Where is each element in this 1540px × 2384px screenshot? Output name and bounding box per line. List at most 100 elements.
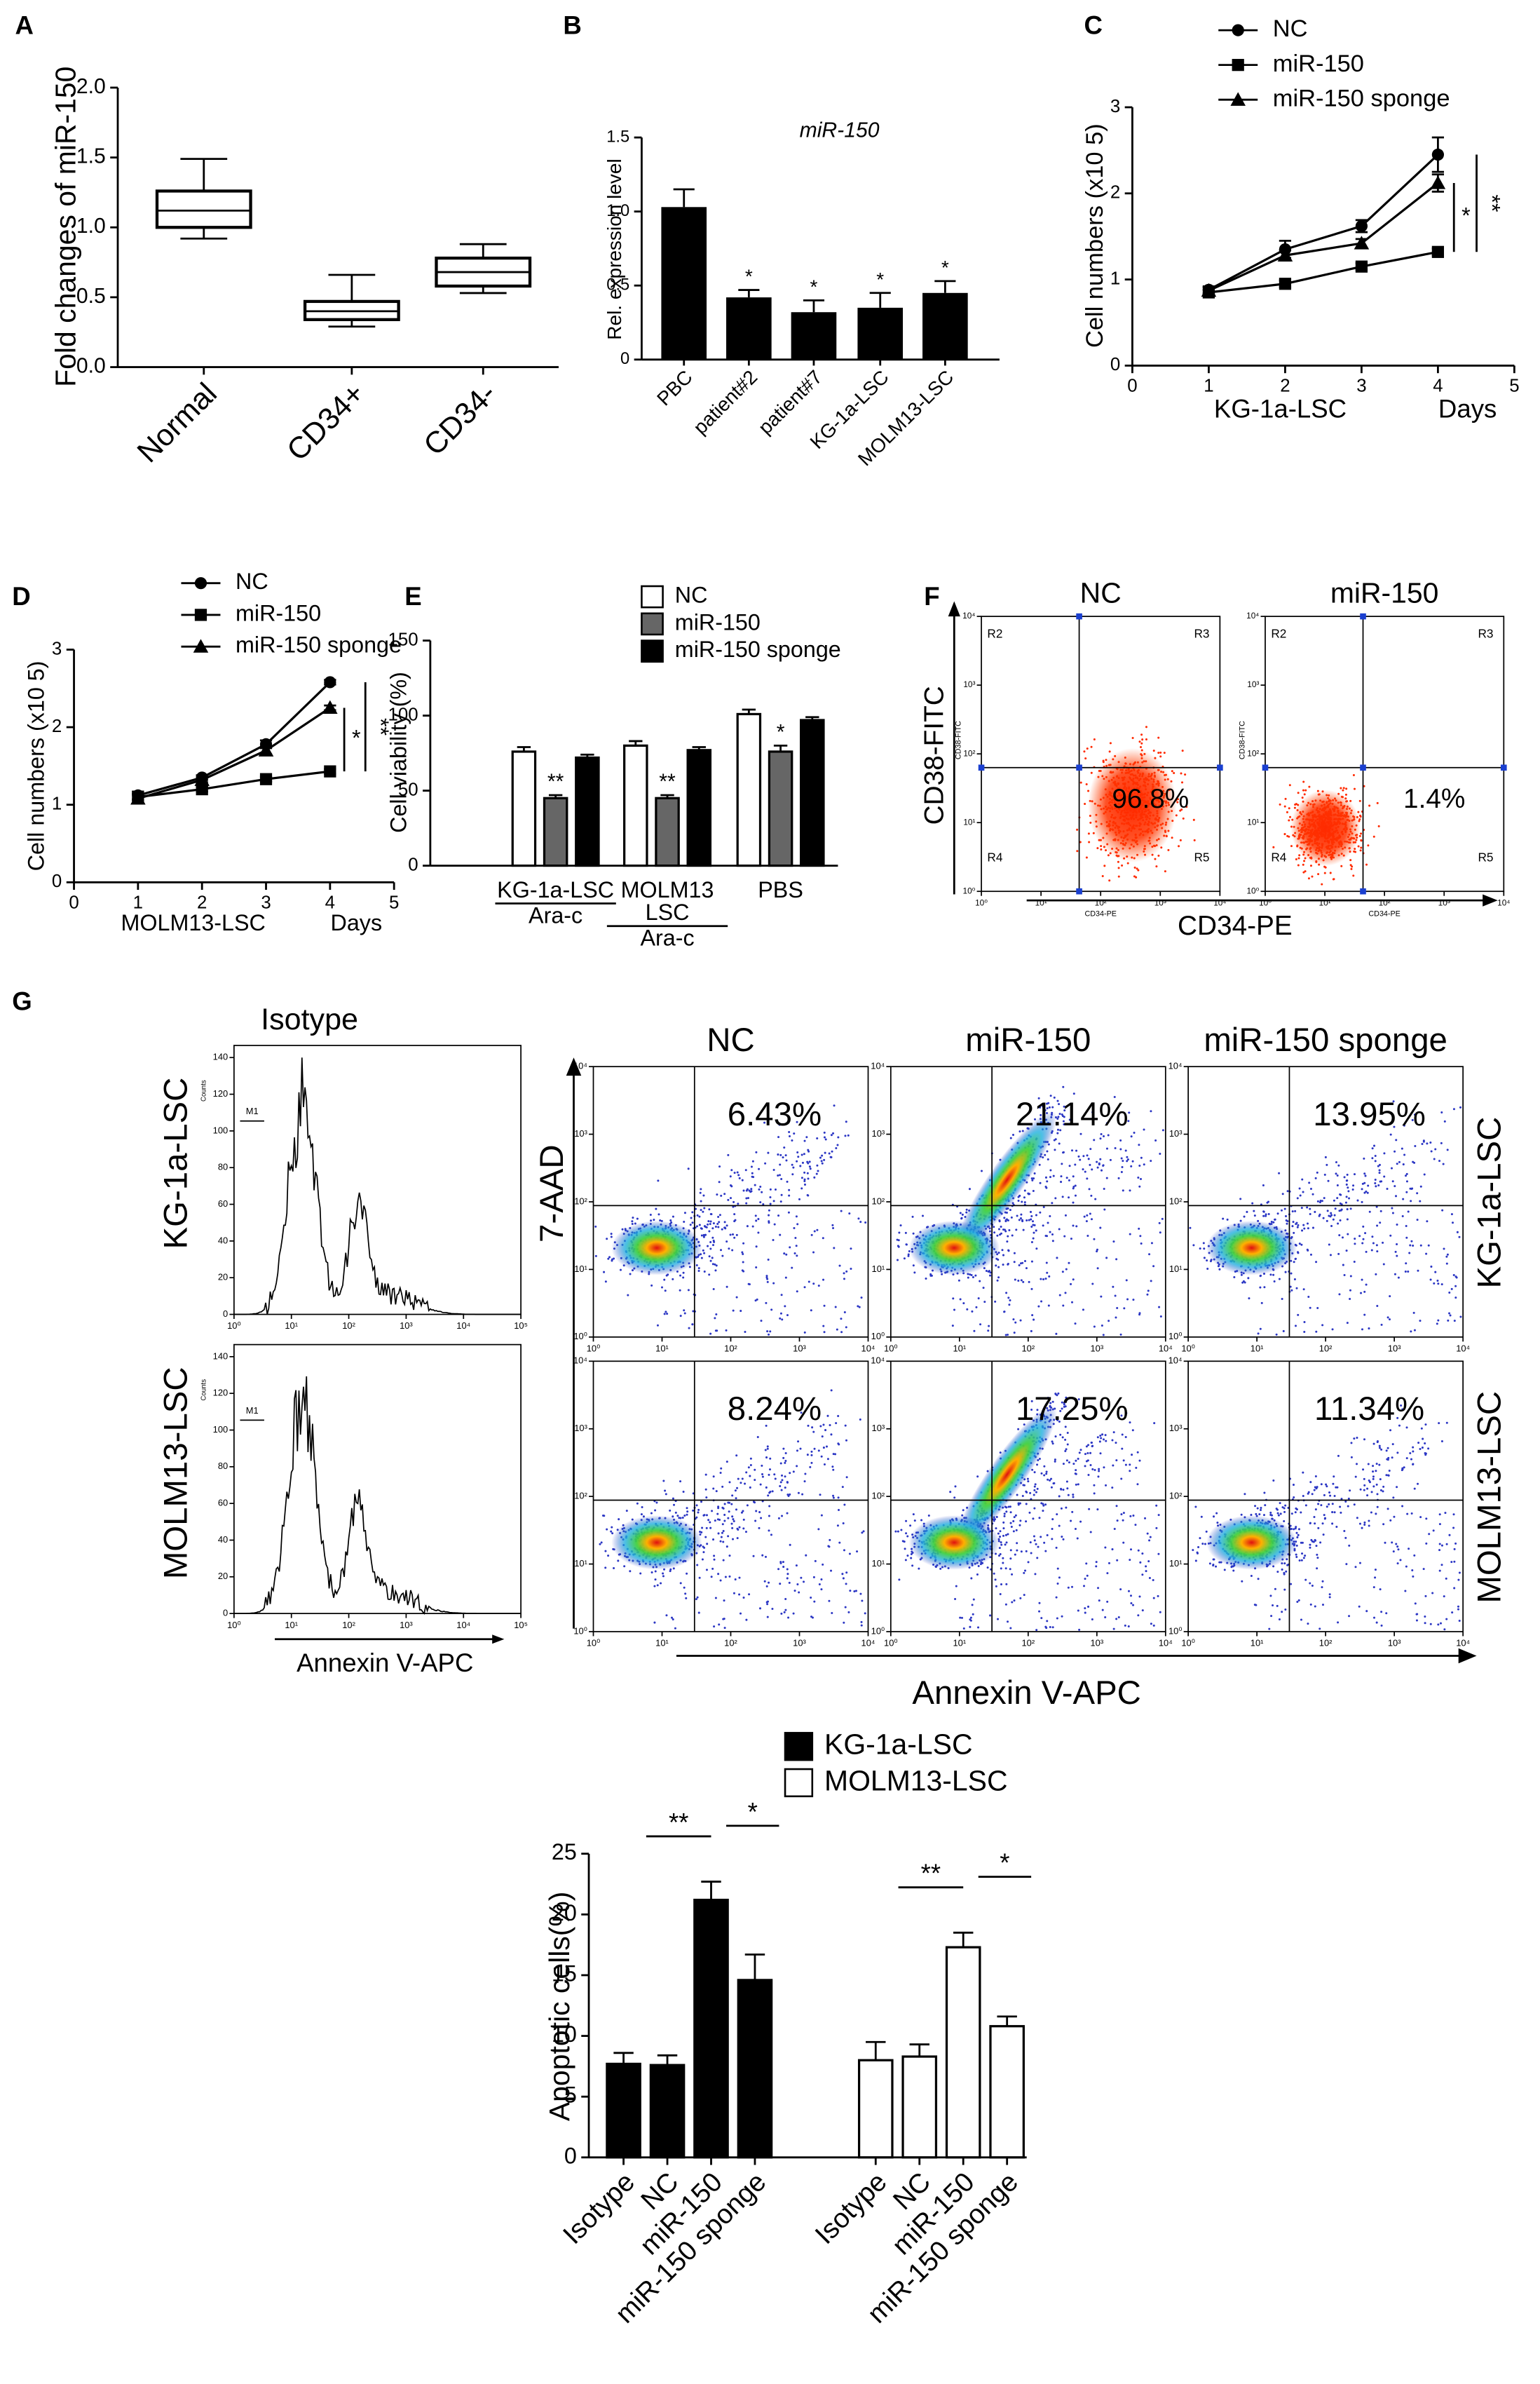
event-dot <box>824 1429 827 1432</box>
point <box>196 783 208 796</box>
event-dot <box>746 1504 749 1507</box>
gate-handle <box>1076 613 1082 620</box>
event-dot <box>730 1522 733 1525</box>
event-dot <box>1108 879 1111 882</box>
event-dot <box>1192 818 1195 821</box>
event-dot <box>1181 750 1184 752</box>
event-dot <box>718 1165 721 1168</box>
event-dot <box>1030 1260 1033 1263</box>
event-dot <box>845 1439 847 1442</box>
event-dot <box>788 1581 791 1584</box>
event-dot <box>756 1298 758 1301</box>
y-tick-label: 0.5 <box>76 285 106 308</box>
event-dot <box>1199 1247 1201 1250</box>
y-axis-label: Cell numbers (x10 5) <box>23 661 48 871</box>
point <box>1201 283 1217 297</box>
bar <box>737 1979 773 2159</box>
event-dot <box>714 1263 716 1266</box>
event-dot <box>896 1259 899 1261</box>
event-dot <box>1360 846 1363 849</box>
quadrant-label: R4 <box>1271 850 1286 864</box>
legend-label: miR-150 <box>236 600 321 625</box>
x-tick-label: 10¹ <box>285 1320 298 1331</box>
event-dot <box>1159 751 1162 754</box>
event-dot <box>965 1208 968 1211</box>
event-dot <box>1054 1197 1057 1200</box>
event-dot <box>807 1177 810 1180</box>
event-dot <box>845 1120 847 1123</box>
event-dot <box>1293 806 1296 809</box>
event-dot <box>828 1599 831 1602</box>
event-dot <box>1316 1171 1318 1174</box>
panel-letter: E <box>404 582 421 611</box>
event-dot <box>730 1503 733 1505</box>
event-dot <box>1103 1187 1105 1190</box>
event-dot <box>1304 870 1307 873</box>
quadrant-label: R4 <box>987 850 1002 864</box>
event-dot <box>1062 1085 1065 1088</box>
event-dot <box>782 1156 784 1159</box>
event-dot <box>959 1298 962 1301</box>
event-dot <box>1326 1163 1328 1166</box>
event-dot <box>1383 1175 1386 1178</box>
event-dot <box>1434 1148 1437 1151</box>
event-dot <box>1138 1165 1141 1167</box>
event-dot <box>779 1481 782 1484</box>
event-dot <box>899 1224 902 1227</box>
event-dot <box>1302 871 1305 874</box>
event-dot <box>813 1600 816 1603</box>
event-dot <box>709 1241 712 1244</box>
event-dot <box>1007 1263 1009 1266</box>
event-dot <box>786 1314 789 1317</box>
y-tick-label: 10¹ <box>963 817 975 827</box>
event-dot <box>703 1271 706 1273</box>
event-dot <box>921 1214 924 1217</box>
event-dot <box>1193 839 1196 841</box>
event-dot <box>789 1246 791 1249</box>
event-dot <box>1117 867 1120 869</box>
event-dot <box>1005 1212 1008 1214</box>
event-dot <box>697 1267 700 1270</box>
event-dot <box>1440 1142 1443 1144</box>
event-dot <box>702 1194 705 1197</box>
event-dot <box>731 1249 734 1252</box>
event-dot <box>1049 1214 1051 1217</box>
event-dot <box>1241 1281 1244 1284</box>
event-dot <box>1342 1264 1344 1266</box>
event-dot <box>929 1273 932 1275</box>
y-tick-label: 20 <box>218 1571 228 1581</box>
event-dot <box>1361 1188 1363 1191</box>
event-dot <box>1093 1139 1096 1142</box>
event-dot <box>1114 1147 1117 1150</box>
event-dot <box>603 1515 606 1517</box>
event-dot <box>1002 1264 1004 1266</box>
event-dot <box>1253 1214 1256 1217</box>
y-tick-label: 40 <box>218 1534 228 1545</box>
y-tick-label: 10⁴ <box>871 1061 885 1071</box>
event-dot <box>720 1194 723 1197</box>
event-dot <box>780 1193 783 1196</box>
event-dot <box>682 1490 685 1493</box>
event-dot <box>823 1331 826 1334</box>
significance-label: ** <box>1479 194 1504 212</box>
event-dot <box>1159 1231 1161 1234</box>
event-dot <box>1303 1321 1306 1324</box>
event-dot <box>820 1514 823 1517</box>
event-dot <box>1329 1254 1332 1257</box>
event-dot <box>816 1228 819 1231</box>
event-dot <box>1089 1163 1091 1166</box>
significance-label: ** <box>921 1859 941 1888</box>
event-dot <box>1324 866 1327 869</box>
event-dot <box>770 1533 772 1536</box>
x-tick-label: 10³ <box>793 1343 806 1353</box>
event-dot <box>1427 1244 1430 1247</box>
event-dot <box>1402 1198 1405 1200</box>
event-dot <box>1433 1158 1436 1160</box>
event-dot <box>1035 1214 1037 1217</box>
event-dot <box>1317 873 1320 876</box>
event-dot <box>610 1530 613 1533</box>
event-dot <box>1365 1250 1368 1253</box>
event-dot <box>1121 1165 1124 1168</box>
event-dot <box>1371 1147 1374 1150</box>
legend-swatch <box>641 612 664 636</box>
